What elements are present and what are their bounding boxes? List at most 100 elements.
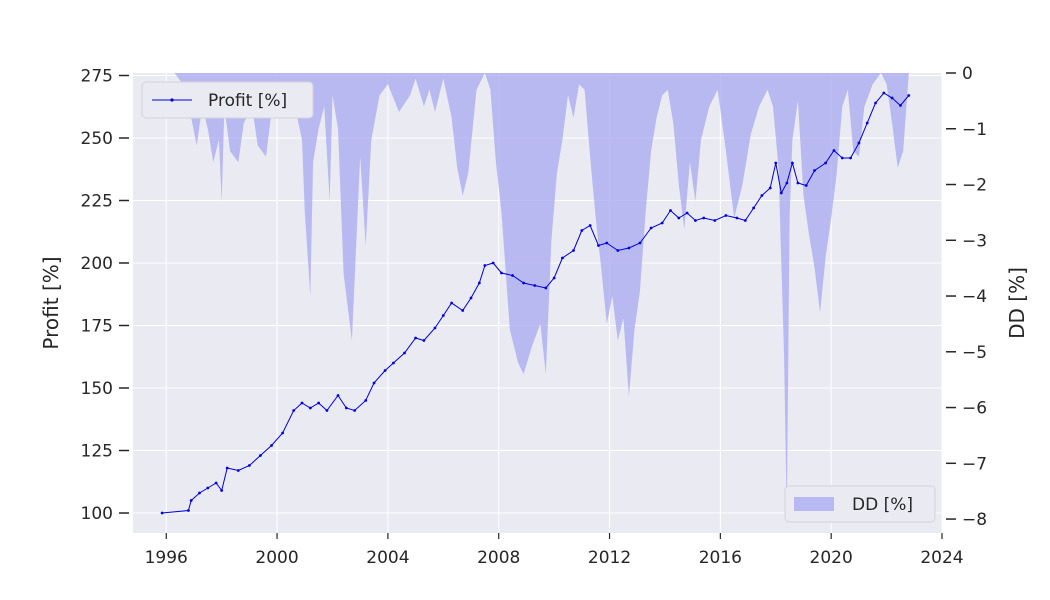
profit-point bbox=[768, 186, 772, 190]
profit-point bbox=[724, 214, 728, 217]
profit-point bbox=[702, 216, 706, 220]
profit-point bbox=[225, 466, 229, 470]
profit-point bbox=[660, 221, 664, 225]
profit-point bbox=[824, 161, 828, 165]
profit-series bbox=[160, 91, 911, 515]
profit-point bbox=[270, 444, 273, 447]
y2-tick-label: −2 bbox=[962, 176, 987, 196]
x-axis: 1996 2000 2004 2008 2012 2016 2020 2024 bbox=[145, 533, 964, 568]
legend-dd: DD [%] bbox=[784, 485, 936, 523]
profit-point bbox=[300, 401, 304, 405]
profit-point bbox=[743, 219, 747, 222]
y-tick-label: 150 bbox=[81, 379, 113, 399]
profit-point bbox=[561, 256, 564, 260]
profit-point bbox=[522, 281, 526, 285]
x-tick-label: 2012 bbox=[588, 548, 631, 568]
profit-point bbox=[344, 406, 348, 410]
profit-point bbox=[483, 264, 487, 267]
profit-point bbox=[649, 226, 653, 230]
profit-point bbox=[760, 194, 764, 197]
profit-point bbox=[785, 181, 789, 185]
y-tick-label: 225 bbox=[81, 192, 113, 212]
profit-point bbox=[804, 184, 808, 187]
profit-point bbox=[198, 491, 201, 495]
profit-point bbox=[308, 406, 312, 410]
profit-point bbox=[325, 409, 329, 412]
profit-point bbox=[774, 161, 778, 165]
profit-point bbox=[572, 249, 575, 252]
profit-point bbox=[865, 121, 869, 125]
profit-point bbox=[422, 339, 426, 342]
profit-point bbox=[364, 399, 368, 402]
profit-point bbox=[669, 209, 672, 212]
y-tick-label: 275 bbox=[81, 67, 113, 87]
profit-point bbox=[874, 101, 877, 105]
profit-point bbox=[247, 464, 251, 467]
profit-point bbox=[441, 314, 445, 317]
profit-point bbox=[372, 381, 376, 385]
y-tick-label: 175 bbox=[81, 317, 113, 337]
profit-point bbox=[450, 301, 454, 305]
profit-point bbox=[907, 94, 911, 97]
legend-dd-box bbox=[784, 485, 936, 523]
y2-tick-label: −1 bbox=[962, 120, 987, 140]
profit-point bbox=[206, 486, 210, 490]
profit-point bbox=[383, 369, 387, 372]
profit-point bbox=[491, 261, 495, 265]
profit-point bbox=[533, 284, 537, 287]
y-tick-label: 250 bbox=[81, 129, 113, 149]
profit-point bbox=[214, 481, 218, 485]
x-tick-label: 2008 bbox=[477, 548, 520, 568]
profit-point bbox=[353, 409, 357, 412]
profit-point bbox=[160, 511, 164, 515]
profit-point bbox=[259, 454, 262, 457]
legend-profit: Profit [%] bbox=[141, 81, 314, 119]
profit-point bbox=[752, 206, 756, 210]
profit-point bbox=[477, 281, 481, 285]
profit-point bbox=[580, 229, 584, 232]
profit-point bbox=[336, 394, 340, 397]
profit-point bbox=[317, 401, 321, 405]
profit-point bbox=[849, 156, 852, 160]
y2-tick-label: −3 bbox=[962, 231, 987, 251]
profit-point bbox=[832, 149, 836, 152]
x-tick-label: 2000 bbox=[255, 548, 298, 568]
x-tick-label: 2016 bbox=[699, 548, 742, 568]
profit-point bbox=[638, 241, 642, 245]
profit-point bbox=[588, 224, 592, 227]
legend-profit-box bbox=[141, 81, 314, 119]
profit-point bbox=[790, 161, 794, 165]
profit-point bbox=[392, 361, 395, 365]
profit-point bbox=[735, 216, 739, 220]
y2-tick-label: −4 bbox=[962, 287, 987, 307]
profit-point bbox=[813, 169, 816, 172]
profit-point bbox=[187, 509, 190, 512]
profit-point bbox=[189, 499, 193, 502]
y-axis-left: 100 125 150 175 200 225 250 275 bbox=[81, 67, 129, 524]
y-tick-label: 200 bbox=[81, 254, 113, 274]
profit-point bbox=[882, 91, 886, 95]
profit-point bbox=[616, 249, 620, 252]
y-tick-label: 100 bbox=[81, 504, 113, 524]
legend-dd-label: DD [%] bbox=[852, 495, 913, 515]
profit-point bbox=[627, 246, 631, 250]
y2-tick-label: −5 bbox=[962, 343, 987, 363]
legend-profit-label: Profit [%] bbox=[208, 91, 287, 111]
profit-point bbox=[500, 271, 503, 275]
profit-point bbox=[796, 181, 800, 185]
profit-point bbox=[461, 309, 465, 312]
y-axis-right: 0 −1 −2 −3 −4 −5 −6 −7 −8 bbox=[946, 64, 987, 530]
x-tick-label: 2004 bbox=[366, 548, 409, 568]
profit-point bbox=[292, 409, 296, 412]
profit-point bbox=[779, 191, 783, 195]
profit-point bbox=[433, 326, 437, 330]
y2-tick-label: −7 bbox=[962, 454, 987, 474]
legend-profit-marker-icon bbox=[170, 98, 174, 102]
x-tick-label: 2020 bbox=[810, 548, 853, 568]
dd-area bbox=[162, 73, 909, 520]
x-tick-label: 1996 bbox=[145, 548, 188, 568]
profit-point bbox=[414, 336, 417, 340]
profit-point bbox=[220, 489, 224, 492]
profit-point bbox=[899, 104, 902, 107]
profit-point bbox=[511, 274, 514, 277]
